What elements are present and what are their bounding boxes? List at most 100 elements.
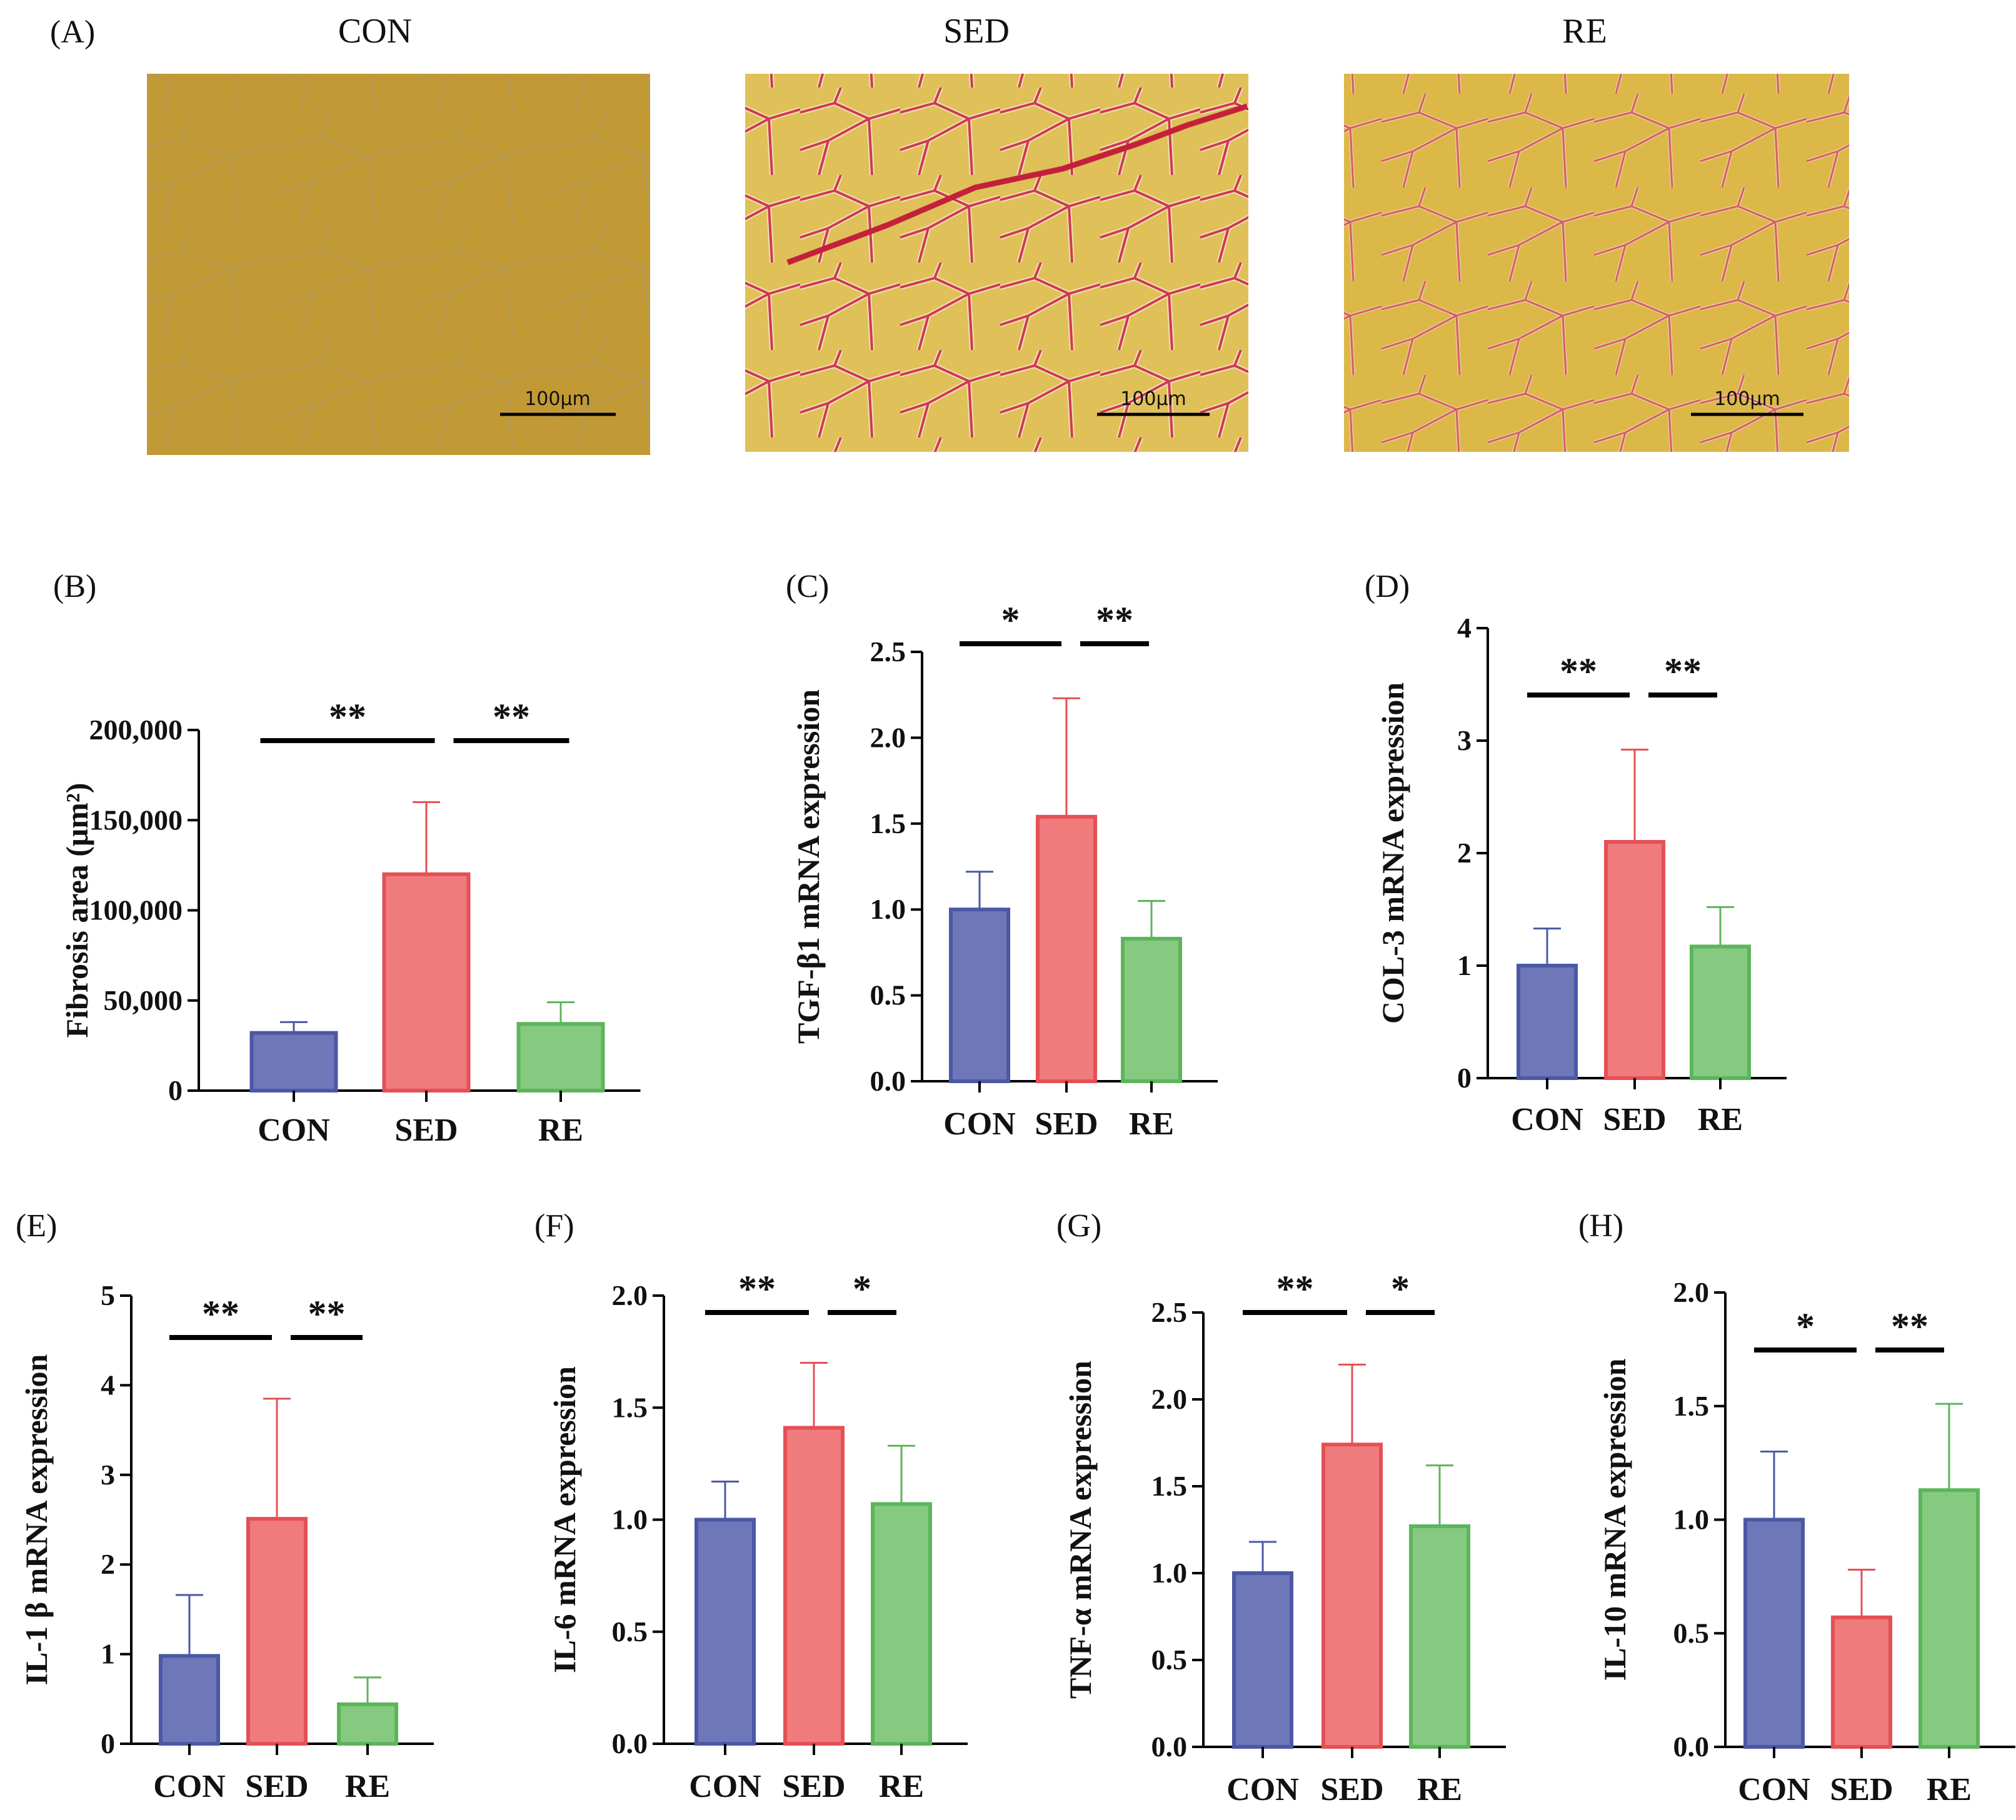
y-tick-label: 4 [1457,612,1472,644]
panel-label: (G) [1056,1208,1101,1244]
micrograph-title-re: RE [1562,12,1607,51]
significance-label: * [853,1268,871,1309]
panel-label: (E) [16,1208,57,1244]
bar-re [1690,944,1751,1081]
y-tick-label: 2.5 [1151,1296,1188,1328]
bar-charts: (B) 0 50,000 100,000 150,000 200,000 Fibrosis … [16,569,2015,1808]
micrograph-fibrosis-streak [786,103,1248,266]
y-tick-label: 2 [1457,837,1472,869]
bar-sed [1321,1442,1383,1749]
y-tick-label: 0 [1457,1062,1472,1094]
category-label-sed: SED [245,1769,308,1804]
y-tick-label: 1.5 [612,1391,648,1423]
scale-bar-label-con: 100μm [524,388,591,410]
chart-e: (E) 0 1 2 3 4 5 IL-1 β mRNA expression CON SED RE *… [16,1208,434,1804]
y-tick-label: 2.0 [870,721,906,753]
panel-label: (C) [786,569,829,604]
category-label-sed: SED [782,1769,845,1804]
category-label-sed: SED [1603,1102,1666,1138]
micrograph-texture-con [147,74,650,455]
micrograph-title-sed: SED [943,12,1010,51]
significance-label: * [1796,1306,1815,1347]
significance-label: * [1001,599,1020,641]
category-label-re: RE [1927,1772,1972,1808]
y-tick-label: 2.0 [1673,1276,1710,1308]
significance-label: ** [1096,599,1133,641]
chart-g: (G) 0.0 0.5 1.0 1.5 2.0 2.5 TNF-α mRNA expressi… [1056,1208,1506,1808]
y-tick-label: 2.5 [870,636,906,668]
significance-label: ** [308,1293,346,1334]
category-label-con: CON [1511,1102,1583,1138]
bar-sed [1036,814,1097,1083]
bar-re [871,1502,932,1746]
bar-con [249,1031,338,1093]
category-label-re: RE [345,1769,390,1804]
chart-c: (C) 0.0 0.5 1.0 1.5 2.0 2.5 TGF-β1 mRNA express… [786,569,1218,1142]
category-label-re: RE [538,1112,583,1148]
scale-bar-label-re: 100μm [1714,388,1780,410]
chart-d: (D) 0 1 2 3 4 COL-3 mRNA expression CON SED RE ** *… [1365,569,1787,1138]
panel-label-a: (A) [50,14,95,50]
bar-sed [783,1426,845,1746]
y-tick-label: 3 [101,1459,115,1491]
category-label-con: CON [1226,1772,1299,1808]
y-axis-label: IL-1 β mRNA expression [19,1354,54,1686]
bar-con [1743,1518,1805,1749]
y-tick-label: 0 [168,1074,183,1106]
category-label-re: RE [879,1769,924,1804]
category-label-sed: SED [1830,1772,1893,1808]
panel-label: (B) [53,569,96,604]
category-label-re: RE [1129,1106,1174,1142]
y-tick-label: 4 [101,1369,115,1401]
y-tick-label: 0 [101,1728,115,1759]
panel-label: (D) [1365,569,1410,604]
bar-con [1232,1571,1293,1749]
bar-con [1517,964,1578,1080]
significance-label: * [1391,1268,1410,1309]
y-tick-label: 1.0 [1673,1504,1710,1536]
significance-label: ** [493,696,530,738]
y-tick-label: 100,000 [89,894,183,926]
category-label-sed: SED [1320,1772,1383,1808]
bar-re [1121,936,1182,1084]
bar-re [1918,1488,1980,1749]
y-tick-label: 2 [101,1548,115,1580]
bar-sed [1831,1615,1892,1749]
significance-label: ** [202,1293,239,1334]
category-label-con: CON [943,1106,1016,1142]
category-label-con: CON [689,1769,761,1804]
bar-con [949,908,1010,1083]
category-label-re: RE [1698,1102,1743,1138]
y-tick-label: 1.0 [1151,1557,1188,1589]
y-tick-label: 1.5 [1673,1390,1710,1422]
micrograph-title-con: CON [338,12,412,51]
y-tick-label: 150,000 [89,804,183,836]
panel-label: (F) [534,1208,574,1244]
y-tick-label: 50,000 [104,984,183,1016]
y-tick-label: 0.5 [1673,1617,1710,1649]
y-tick-label: 1 [1457,949,1472,981]
y-axis-label: Fibrosis area (μm²) [59,782,94,1038]
y-tick-label: 0.5 [1151,1644,1188,1676]
scale-bar-label-sed: 100μm [1120,388,1186,410]
y-tick-label: 200,000 [89,714,183,746]
micrograph-texture-sed [745,74,1248,452]
y-tick-label: 0.5 [870,979,906,1011]
category-label-con: CON [1738,1772,1810,1808]
category-label-con: CON [153,1769,226,1804]
category-label-sed: SED [394,1112,458,1148]
y-tick-label: 1.5 [870,808,906,839]
chart-h: (H) 0.0 0.5 1.0 1.5 2.0 IL-10 mRNA expression C… [1578,1208,2015,1808]
significance-label: ** [1664,651,1702,692]
y-tick-label: 1.5 [1151,1470,1188,1502]
y-tick-label: 1.0 [870,893,906,925]
significance-label: ** [1276,1268,1314,1309]
y-tick-label: 2.0 [612,1279,648,1311]
category-label-con: CON [258,1112,330,1148]
bar-con [695,1518,756,1746]
y-tick-label: 0.5 [612,1616,648,1648]
bar-con [159,1654,220,1746]
micrograph-re: RE 100μm [1344,12,1849,452]
significance-label: ** [1891,1306,1928,1347]
